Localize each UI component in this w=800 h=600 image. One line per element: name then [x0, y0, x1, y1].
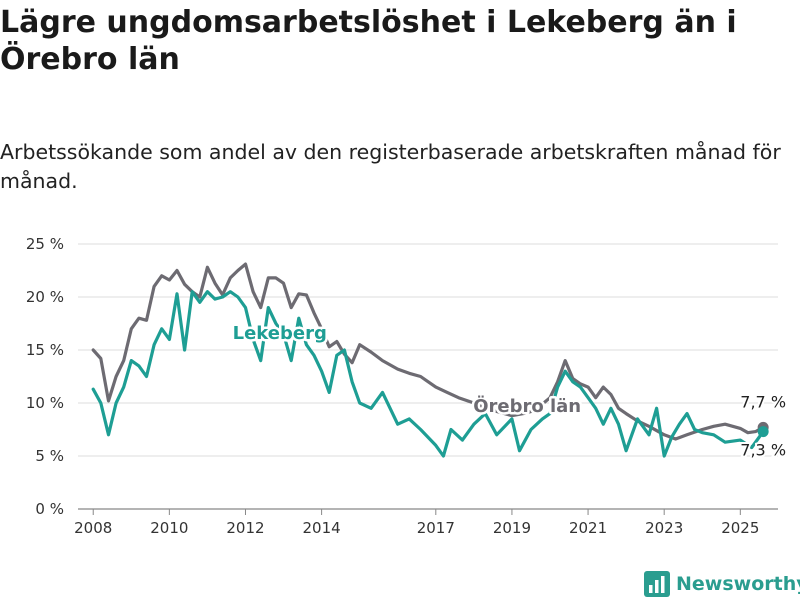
series-line--rebro-l-n — [91, 262, 765, 441]
chart-subtitle: Arbetssökande som andel av den registerb… — [0, 140, 781, 193]
chart-title: Lägre ungdomsarbetslöshet i Lekeberg än … — [0, 5, 737, 77]
end-point-marker — [757, 426, 769, 438]
x-tick-label: 2023 — [645, 519, 683, 537]
y-tick-label: 10 % — [26, 394, 64, 412]
brand-name: Newsworthy — [676, 573, 800, 595]
x-tick-label: 2019 — [493, 519, 531, 537]
brand-logo: Newsworthy — [644, 570, 800, 598]
series-label: Lekeberg — [233, 323, 327, 344]
x-tick-label: 2014 — [303, 519, 341, 537]
end-value-label: 7,3 % — [740, 441, 786, 460]
x-tick-label: 2012 — [226, 519, 264, 537]
x-tick-label: 2017 — [417, 519, 455, 537]
end-value-label: 7,7 % — [740, 392, 786, 411]
y-tick-label: 5 % — [35, 447, 64, 465]
x-tick-label: 2008 — [74, 519, 112, 537]
series-label: Örebro län — [473, 395, 581, 417]
x-tick-label: 2025 — [721, 519, 759, 537]
x-tick-label: 2021 — [569, 519, 607, 537]
series-line-lekeberg — [91, 290, 765, 458]
y-tick-label: 0 % — [35, 500, 64, 518]
y-tick-label: 25 % — [26, 235, 64, 253]
y-tick-label: 20 % — [26, 288, 64, 306]
bar-chart-logo-icon — [644, 571, 670, 597]
x-tick-label: 2010 — [150, 519, 188, 537]
y-tick-label: 15 % — [26, 341, 64, 359]
